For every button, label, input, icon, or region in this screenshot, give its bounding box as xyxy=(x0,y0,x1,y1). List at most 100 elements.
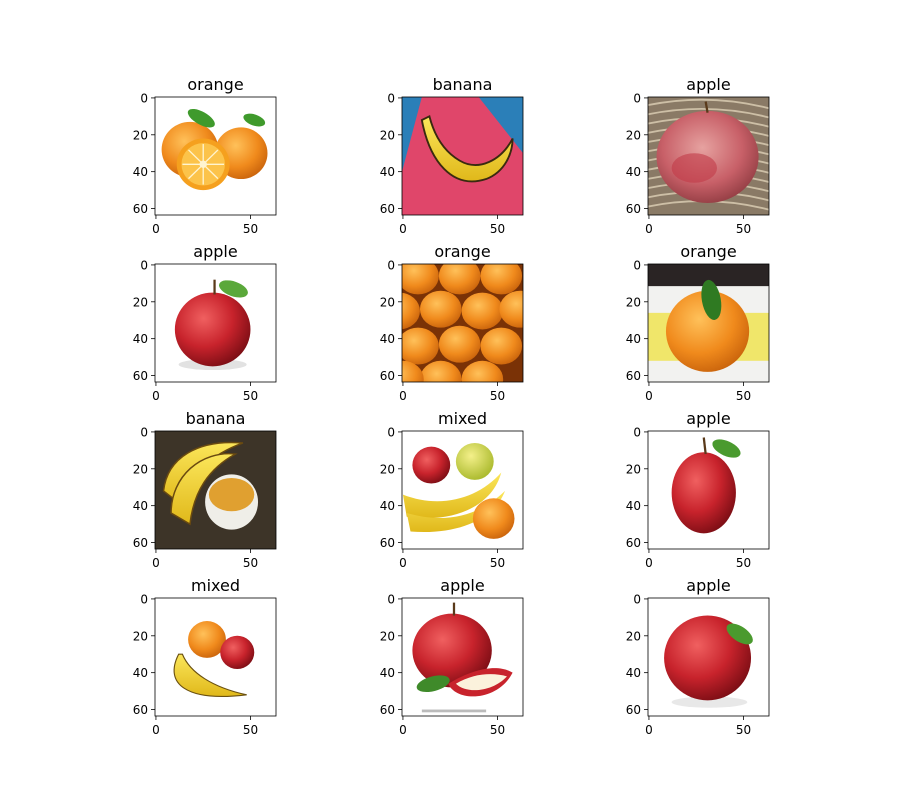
subplot-title: mixed xyxy=(438,409,487,428)
y-tick-label: 60 xyxy=(133,536,148,550)
subplot-12: apple 0 50 0 20 40 60 xyxy=(626,576,770,737)
x-tick-label: 50 xyxy=(490,222,505,236)
fruit-image xyxy=(155,431,276,549)
y-tick-label: 20 xyxy=(133,295,148,309)
subplot-3: apple 0 50 0 20 40 60 xyxy=(626,75,770,236)
axes-frame xyxy=(647,263,770,383)
y-tick-label: 40 xyxy=(626,165,641,179)
subplot-7: banana 0 50 0 20 40 60 xyxy=(133,409,277,570)
axes-frame xyxy=(647,430,770,550)
y-tick-label: 40 xyxy=(380,666,395,680)
y-tick-label: 40 xyxy=(133,666,148,680)
y-tick-label: 0 xyxy=(633,425,641,439)
y-tick-label: 60 xyxy=(133,369,148,383)
x-tick-label: 50 xyxy=(736,556,751,570)
subplot-title: orange xyxy=(187,75,243,94)
x-tick-label: 0 xyxy=(399,723,407,737)
y-tick-label: 20 xyxy=(380,629,395,643)
y-tick-label: 20 xyxy=(380,128,395,142)
x-tick-label: 50 xyxy=(243,389,258,403)
x-tick-label: 50 xyxy=(490,389,505,403)
x-tick-label: 0 xyxy=(399,556,407,570)
y-tick-label: 0 xyxy=(387,91,395,105)
subplot-10: mixed 0 50 0 20 40 60 xyxy=(133,576,277,737)
y-tick-label: 0 xyxy=(633,592,641,606)
axes-frame xyxy=(647,96,770,216)
x-tick-label: 0 xyxy=(152,389,160,403)
subplot-title: mixed xyxy=(191,576,240,595)
x-tick-label: 0 xyxy=(152,556,160,570)
fruit-image xyxy=(402,264,523,382)
subplot-6: orange 0 50 0 20 40 60 xyxy=(626,242,770,403)
x-tick-label: 50 xyxy=(243,222,258,236)
y-tick-label: 60 xyxy=(626,703,641,717)
y-tick-label: 20 xyxy=(626,462,641,476)
x-tick-label: 50 xyxy=(736,222,751,236)
axes-frame xyxy=(401,597,524,717)
y-tick-label: 60 xyxy=(133,202,148,216)
axes-frame xyxy=(154,96,277,216)
x-tick-label: 50 xyxy=(490,556,505,570)
x-tick-label: 0 xyxy=(645,222,653,236)
axes-frame xyxy=(401,430,524,550)
subplot-4: apple 0 50 0 20 40 60 xyxy=(133,242,277,403)
fruit-image xyxy=(402,97,523,215)
y-tick-label: 40 xyxy=(626,332,641,346)
y-tick-label: 60 xyxy=(380,536,395,550)
y-tick-label: 40 xyxy=(380,499,395,513)
y-tick-label: 0 xyxy=(387,258,395,272)
axes-frame xyxy=(154,597,277,717)
y-tick-label: 40 xyxy=(626,666,641,680)
axes-frame xyxy=(647,597,770,717)
x-tick-label: 0 xyxy=(152,723,160,737)
fruit-image xyxy=(155,97,276,215)
axes-frame xyxy=(401,96,524,216)
x-tick-label: 50 xyxy=(736,723,751,737)
x-tick-label: 0 xyxy=(399,389,407,403)
subplot-5: orange 0 50 0 20 40 60 xyxy=(380,242,524,403)
subplot-title: orange xyxy=(434,242,490,261)
x-tick-label: 0 xyxy=(152,222,160,236)
y-tick-label: 60 xyxy=(380,369,395,383)
x-tick-label: 0 xyxy=(645,389,653,403)
fruit-image xyxy=(402,431,523,549)
y-tick-label: 0 xyxy=(140,91,148,105)
y-tick-label: 60 xyxy=(626,536,641,550)
y-tick-label: 20 xyxy=(626,128,641,142)
subplot-title: orange xyxy=(680,242,736,261)
y-tick-label: 40 xyxy=(133,332,148,346)
fruit-image xyxy=(648,97,769,215)
x-tick-label: 50 xyxy=(243,556,258,570)
fruit-image xyxy=(648,264,769,382)
y-tick-label: 20 xyxy=(133,629,148,643)
subplot-2: banana 0 50 0 20 40 60 xyxy=(380,75,524,236)
subplot-title: apple xyxy=(440,576,484,595)
subplot-title: apple xyxy=(686,576,730,595)
x-tick-label: 50 xyxy=(490,723,505,737)
axes-frame xyxy=(154,430,277,550)
y-tick-label: 40 xyxy=(380,165,395,179)
x-tick-label: 0 xyxy=(399,222,407,236)
y-tick-label: 60 xyxy=(380,202,395,216)
y-tick-label: 0 xyxy=(387,425,395,439)
y-tick-label: 40 xyxy=(626,499,641,513)
y-tick-label: 60 xyxy=(626,202,641,216)
subplot-title: apple xyxy=(686,409,730,428)
y-tick-label: 0 xyxy=(387,592,395,606)
y-tick-label: 40 xyxy=(380,332,395,346)
fruit-image xyxy=(155,264,276,382)
x-tick-label: 0 xyxy=(645,723,653,737)
axes-frame xyxy=(154,263,277,383)
subplot-title: apple xyxy=(193,242,237,261)
y-tick-label: 60 xyxy=(626,369,641,383)
subplot-1: orange 0 50 0 20 40 60 xyxy=(133,75,277,236)
fruit-image xyxy=(402,598,523,716)
subplot-9: apple 0 50 0 20 40 60 xyxy=(626,409,770,570)
subplot-8: mixed 0 50 0 20 40 60 xyxy=(380,409,524,570)
x-tick-label: 50 xyxy=(736,389,751,403)
subplot-11: apple 0 50 0 20 40 60 xyxy=(380,576,524,737)
x-tick-label: 50 xyxy=(243,723,258,737)
y-tick-label: 20 xyxy=(133,462,148,476)
